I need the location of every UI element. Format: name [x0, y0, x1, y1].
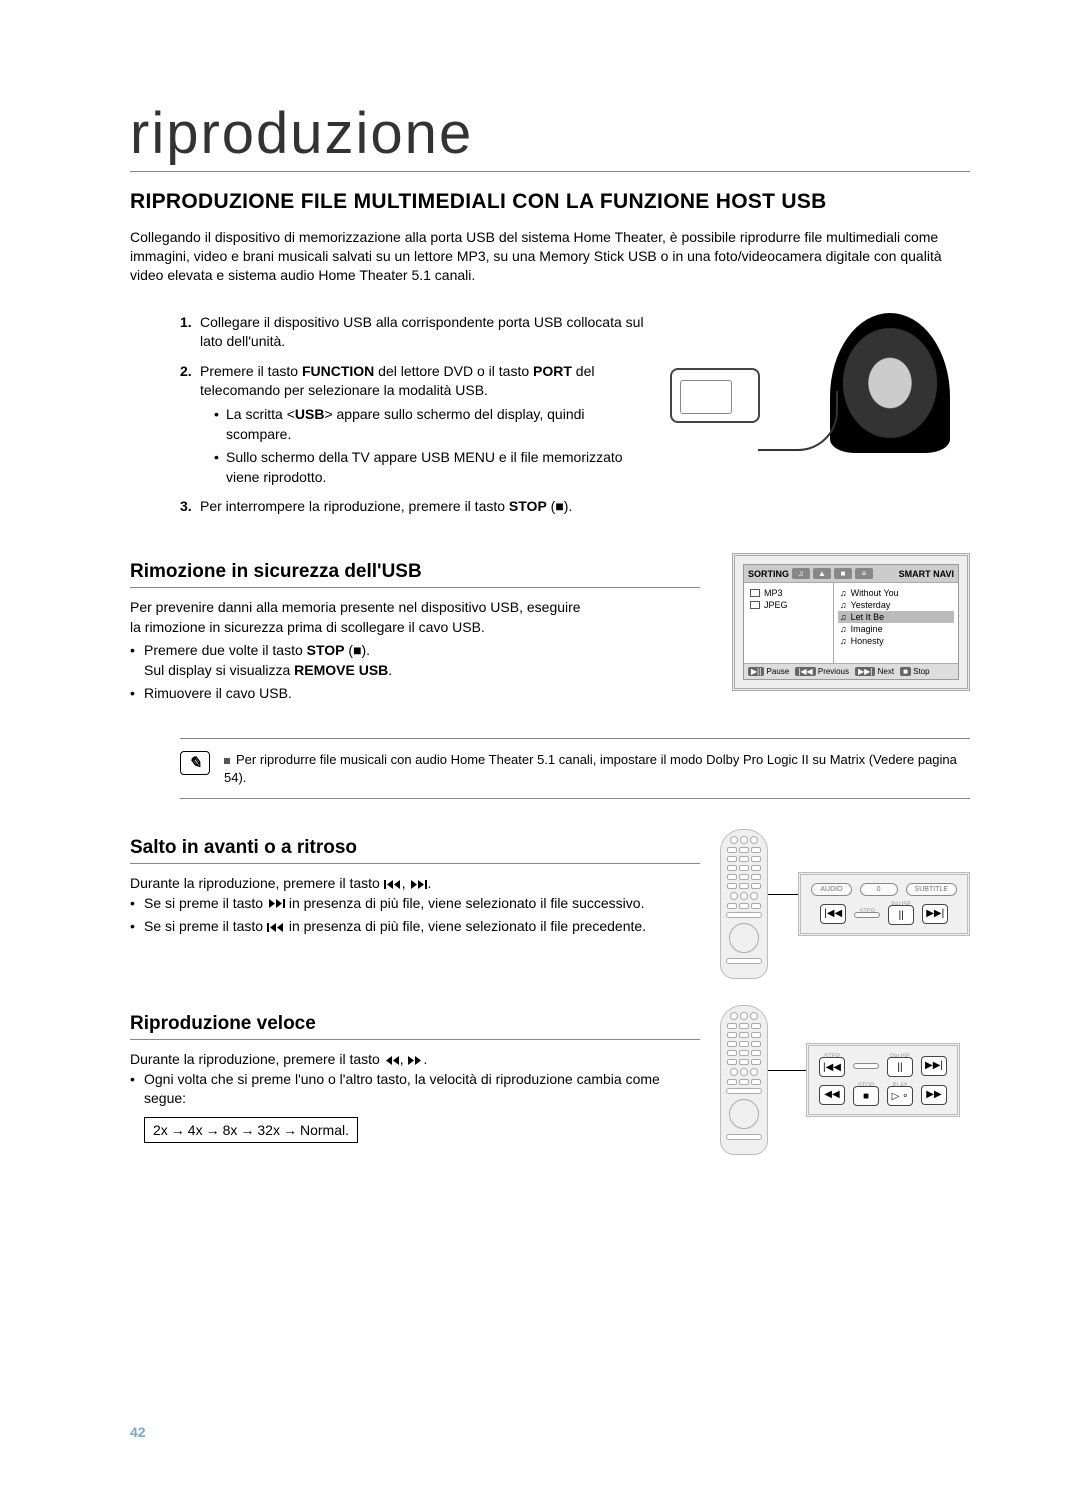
song-item: Yesterday [838, 599, 954, 611]
speaker-icon [830, 313, 950, 453]
fast-fwd-button: ▶▶ [921, 1085, 947, 1105]
mp3-player-icon [670, 368, 760, 423]
skip-heading: Salto in avanti o a ritroso [130, 837, 700, 864]
tab-icon: ▲ [813, 568, 831, 579]
step-sub: Sullo schermo della TV appare USB MENU e… [214, 448, 650, 487]
stop-button: ■ [853, 1086, 879, 1106]
skip-bullet: Se si preme il tasto in presenza di più … [130, 894, 700, 914]
skip-bullet: Se si preme il tasto in presenza di più … [130, 917, 700, 937]
play-button: ▷ ∘ [887, 1086, 913, 1106]
skip-line1: Durante la riproduzione, premere il tast… [130, 874, 700, 894]
rewind-icon [384, 1055, 400, 1066]
kw-function: FUNCTION [302, 363, 374, 379]
skip-fwd-button: ▶▶| [921, 1056, 947, 1076]
zero-label: 0 [860, 883, 898, 896]
smartnavi-label: SMART NAVI [899, 569, 954, 579]
fast-bullet: Ogni volta che si preme l'uno o l'altro … [130, 1070, 700, 1109]
skip-back-icon [267, 922, 285, 933]
kw-usb: USB [295, 406, 325, 422]
subtitle-label: SUBTITLE [906, 883, 957, 896]
next-icon: ▶▶| [855, 667, 875, 676]
music-icon [840, 636, 847, 646]
song-item: Imagine [838, 623, 954, 635]
step-text: del lettore DVD o il tasto [374, 363, 533, 379]
step-num: 3. [180, 497, 192, 517]
music-icon [840, 588, 847, 598]
kw-port: PORT [533, 363, 572, 379]
skip-fwd-button: ▶▶| [922, 904, 948, 924]
note-text: Per riprodurre file musicali con audio H… [224, 751, 970, 786]
pause-button: || [887, 1057, 913, 1077]
fast-fwd-icon [407, 1055, 423, 1066]
pause-icon: ▶|| [748, 667, 764, 676]
usb-menu-songs: Without You Yesterday Let It Be Imagine … [834, 583, 958, 663]
safe-remove-p1: Per prevenire danni alla memoria present… [130, 598, 700, 618]
step-num: 2. [180, 362, 192, 382]
folder-icon [750, 601, 760, 609]
sorting-label: SORTING [748, 569, 789, 579]
previous-icon: |◀◀ [795, 667, 815, 676]
folder-item: JPEG [748, 599, 829, 611]
step-num: 1. [180, 313, 192, 333]
skip-fwd-icon [267, 898, 285, 909]
skip-back-button: |◀◀ [820, 904, 846, 924]
skip-back-icon [384, 879, 402, 890]
music-icon [840, 600, 847, 610]
step-sub: La scritta <USB> appare sullo schermo de… [214, 405, 650, 444]
folder-item: MP3 [748, 587, 829, 599]
steps-list: 1. Collegare il dispositivo USB alla cor… [130, 313, 650, 517]
tab-icon: ■ [834, 568, 852, 579]
section-heading: RIPRODUZIONE FILE MULTIMEDIALI CON LA FU… [130, 190, 970, 214]
safe-remove-bullet: Rimuovere il cavo USB. [130, 684, 700, 704]
skip-fwd-icon [409, 879, 427, 890]
folder-icon [750, 589, 760, 597]
step-3: 3. Per interrompere la riproduzione, pre… [130, 497, 650, 517]
usb-connection-illustration [670, 313, 950, 473]
fast-heading: Riproduzione veloce [130, 1013, 700, 1040]
song-item: Honesty [838, 635, 954, 647]
pause-button: || [888, 905, 914, 925]
tab-icon: ♫ [792, 568, 810, 579]
rewind-button: ◀◀ [819, 1085, 845, 1105]
note-box: ✎ Per riprodurre file musicali con audio… [180, 738, 970, 799]
usb-menu-footer: ▶|| Pause |◀◀ Previous ▶▶| Next ■ Stop [744, 663, 958, 679]
step-1: 1. Collegare il dispositivo USB alla cor… [130, 313, 650, 352]
music-icon [840, 624, 847, 634]
page-title: riproduzione [130, 100, 970, 172]
remote-icon [720, 1005, 768, 1155]
usb-menu-header: SORTING ♫ ▲ ■ ≡ SMART NAVI [744, 565, 958, 583]
fast-line1: Durante la riproduzione, premere il tast… [130, 1050, 700, 1070]
usb-menu-folders: MP3 JPEG [744, 583, 834, 663]
step-text: Collegare il dispositivo USB alla corris… [200, 314, 644, 350]
stop-icon: ■ [900, 667, 911, 676]
song-item-selected: Let It Be [838, 611, 954, 623]
song-item: Without You [838, 587, 954, 599]
page-number: 42 [130, 1424, 146, 1440]
fast-figure: STEP|◀◀ PAUSE|| ▶▶| ◀◀ STOP■ PLAY▷ ∘ ▶▶ [720, 1005, 970, 1155]
intro-paragraph: Collegando il dispositivo di memorizzazi… [130, 228, 970, 285]
safe-remove-p2: la rimozione in sicurezza prima di scoll… [130, 618, 700, 638]
audio-label: AUDIO [811, 883, 851, 896]
safe-remove-heading: Rimozione in sicurezza dell'USB [130, 561, 700, 588]
note-icon: ✎ [180, 751, 210, 775]
kw-stop: STOP [509, 498, 547, 514]
music-icon [840, 612, 847, 622]
skip-back-button: |◀◀ [819, 1057, 845, 1077]
step-text: Per interrompere la riproduzione, premer… [200, 498, 509, 514]
usb-cable-icon [758, 391, 838, 451]
player-panel: AUDIO 0 SUBTITLE |◀◀ STEP PAUSE|| ▶▶| [798, 872, 970, 936]
safe-remove-bullet: Premere due volte il tasto STOP (■). Sul… [130, 641, 700, 680]
speed-sequence: 2x→4x→8x→32x→Normal. [144, 1117, 358, 1143]
step-text: Premere il tasto [200, 363, 302, 379]
remote-icon [720, 829, 768, 979]
tab-icon: ≡ [855, 568, 873, 579]
skip-figure: AUDIO 0 SUBTITLE |◀◀ STEP PAUSE|| ▶▶| [720, 829, 970, 979]
player-panel: STEP|◀◀ PAUSE|| ▶▶| ◀◀ STOP■ PLAY▷ ∘ ▶▶ [806, 1043, 960, 1117]
usb-menu-screenshot: SORTING ♫ ▲ ■ ≡ SMART NAVI MP3 JPEG With… [732, 553, 970, 691]
step-2: 2. Premere il tasto FUNCTION del lettore… [130, 362, 650, 488]
step-text: (■). [547, 498, 573, 514]
